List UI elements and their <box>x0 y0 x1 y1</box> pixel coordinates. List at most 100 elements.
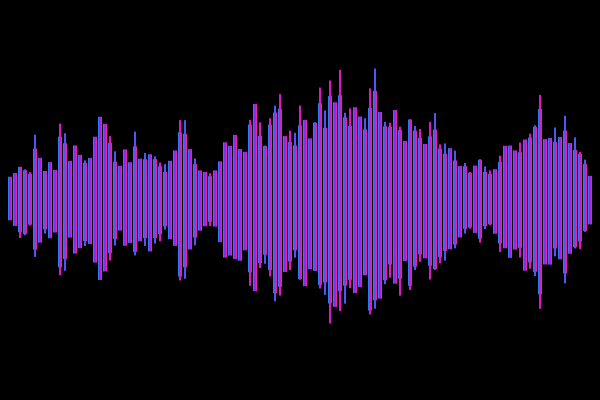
waveform-bar-tip <box>439 144 441 264</box>
waveform-bar <box>253 104 257 292</box>
waveform-bar <box>118 165 122 231</box>
waveform-bar-tip <box>264 145 266 264</box>
waveform-bar <box>218 161 222 243</box>
waveform-bar <box>73 145 77 254</box>
waveform-bar-tip <box>484 166 486 229</box>
waveform-bar-tip <box>164 164 166 230</box>
waveform-bar <box>48 162 52 239</box>
waveform-bar-tip <box>274 105 276 302</box>
waveform-bar <box>353 107 357 294</box>
waveform-bar-tip <box>19 166 21 238</box>
waveform-bar <box>213 170 217 227</box>
waveform-bar-tip <box>444 143 446 261</box>
waveform-bar-tip <box>59 123 61 276</box>
waveform-bar <box>223 142 227 258</box>
waveform-bar-tip <box>314 122 316 271</box>
waveform-bar <box>568 143 572 254</box>
waveform-bar-tip <box>464 163 466 234</box>
waveform-bar <box>53 169 57 233</box>
waveform-bar <box>493 169 497 234</box>
waveform-bar <box>123 149 127 246</box>
waveform-bar-tip <box>34 134 36 257</box>
waveform-bar <box>283 136 287 272</box>
waveform-bar-tip <box>419 128 421 262</box>
waveform-bar-tip <box>64 133 66 271</box>
waveform-bar <box>243 151 247 251</box>
waveform-bar <box>198 170 202 231</box>
waveform-bar-tip <box>184 120 186 279</box>
waveform-bar <box>168 160 172 240</box>
waveform-bar-tip <box>269 118 271 277</box>
waveform-bar <box>88 157 92 245</box>
waveform-bar <box>203 171 207 227</box>
waveform-bar-tip <box>534 125 536 277</box>
waveform-bar-tip <box>154 156 156 244</box>
waveform-bar <box>68 160 72 238</box>
waveform-bar <box>138 158 142 242</box>
waveform-bar-tip <box>294 132 296 258</box>
waveform-bar-tip <box>389 122 391 278</box>
waveform-bar <box>473 165 477 233</box>
waveform-bar-tip <box>574 137 576 249</box>
waveform-bar <box>98 116 102 280</box>
waveform-bar <box>358 116 362 288</box>
waveform-bar-tip <box>194 158 196 246</box>
waveform-bar <box>588 175 592 225</box>
waveform-bar <box>423 143 427 259</box>
waveform-bar-tip <box>399 126 401 296</box>
waveform-bar-tip <box>434 113 436 270</box>
waveform-bar-tip <box>319 87 321 289</box>
waveform-bar-tip <box>519 142 521 258</box>
waveform-bar-tip <box>84 160 86 247</box>
waveform-bar-tip <box>144 152 146 246</box>
waveform-bar-tip <box>249 119 251 286</box>
waveform-bar-tip <box>209 173 211 226</box>
waveform-bar-tip <box>24 169 26 236</box>
waveform-bar-tip <box>44 170 46 234</box>
waveform-bar-tip <box>409 119 411 290</box>
waveform-bar <box>378 111 382 299</box>
waveform-bar-tip <box>414 126 416 271</box>
waveform-bar-tip <box>454 150 456 249</box>
waveform-bar-tip <box>469 172 471 229</box>
waveform-bar <box>228 145 232 256</box>
waveform-bar <box>513 150 517 250</box>
waveform-bar-tip <box>289 130 291 271</box>
waveform-bar <box>503 145 507 249</box>
waveform-bar-tip <box>329 80 331 324</box>
waveform-bar-tip <box>489 170 491 226</box>
waveform-bar <box>233 134 237 259</box>
waveform-bar <box>38 157 42 243</box>
waveform-bar <box>188 149 192 250</box>
waveform-bar-tip <box>579 151 581 249</box>
waveform-bar-tip <box>324 110 326 295</box>
waveform-bar-tip <box>349 108 351 289</box>
waveform-bar <box>548 137 552 265</box>
waveform-bar <box>393 110 397 284</box>
waveform-bar-tip <box>539 94 541 309</box>
waveform-bar-tip <box>369 88 371 315</box>
waveform-bar <box>508 145 512 258</box>
waveform-bar-tip <box>179 120 181 281</box>
waveform-bar-tip <box>279 94 281 296</box>
waveform-bar <box>148 154 152 252</box>
waveform-bar <box>103 123 107 272</box>
waveform-bar <box>333 102 337 307</box>
waveform-bar <box>458 166 462 238</box>
waveform-bar-tip <box>259 122 261 269</box>
waveform-bar-tip <box>584 159 586 232</box>
waveform-bar <box>8 176 12 221</box>
waveform-bar <box>238 149 242 261</box>
waveform-bar-tip <box>384 121 386 285</box>
waveform-bar <box>173 150 177 246</box>
waveform-bar-tip <box>134 131 136 256</box>
waveform-bar-tip <box>299 105 301 280</box>
waveform-bar <box>303 119 307 287</box>
waveform-bar-tip <box>109 136 111 261</box>
waveform-bar <box>78 154 82 249</box>
waveform-bar-tip <box>529 133 531 269</box>
waveform-bar-tip <box>554 127 556 257</box>
waveform-bar-tip <box>564 115 566 284</box>
